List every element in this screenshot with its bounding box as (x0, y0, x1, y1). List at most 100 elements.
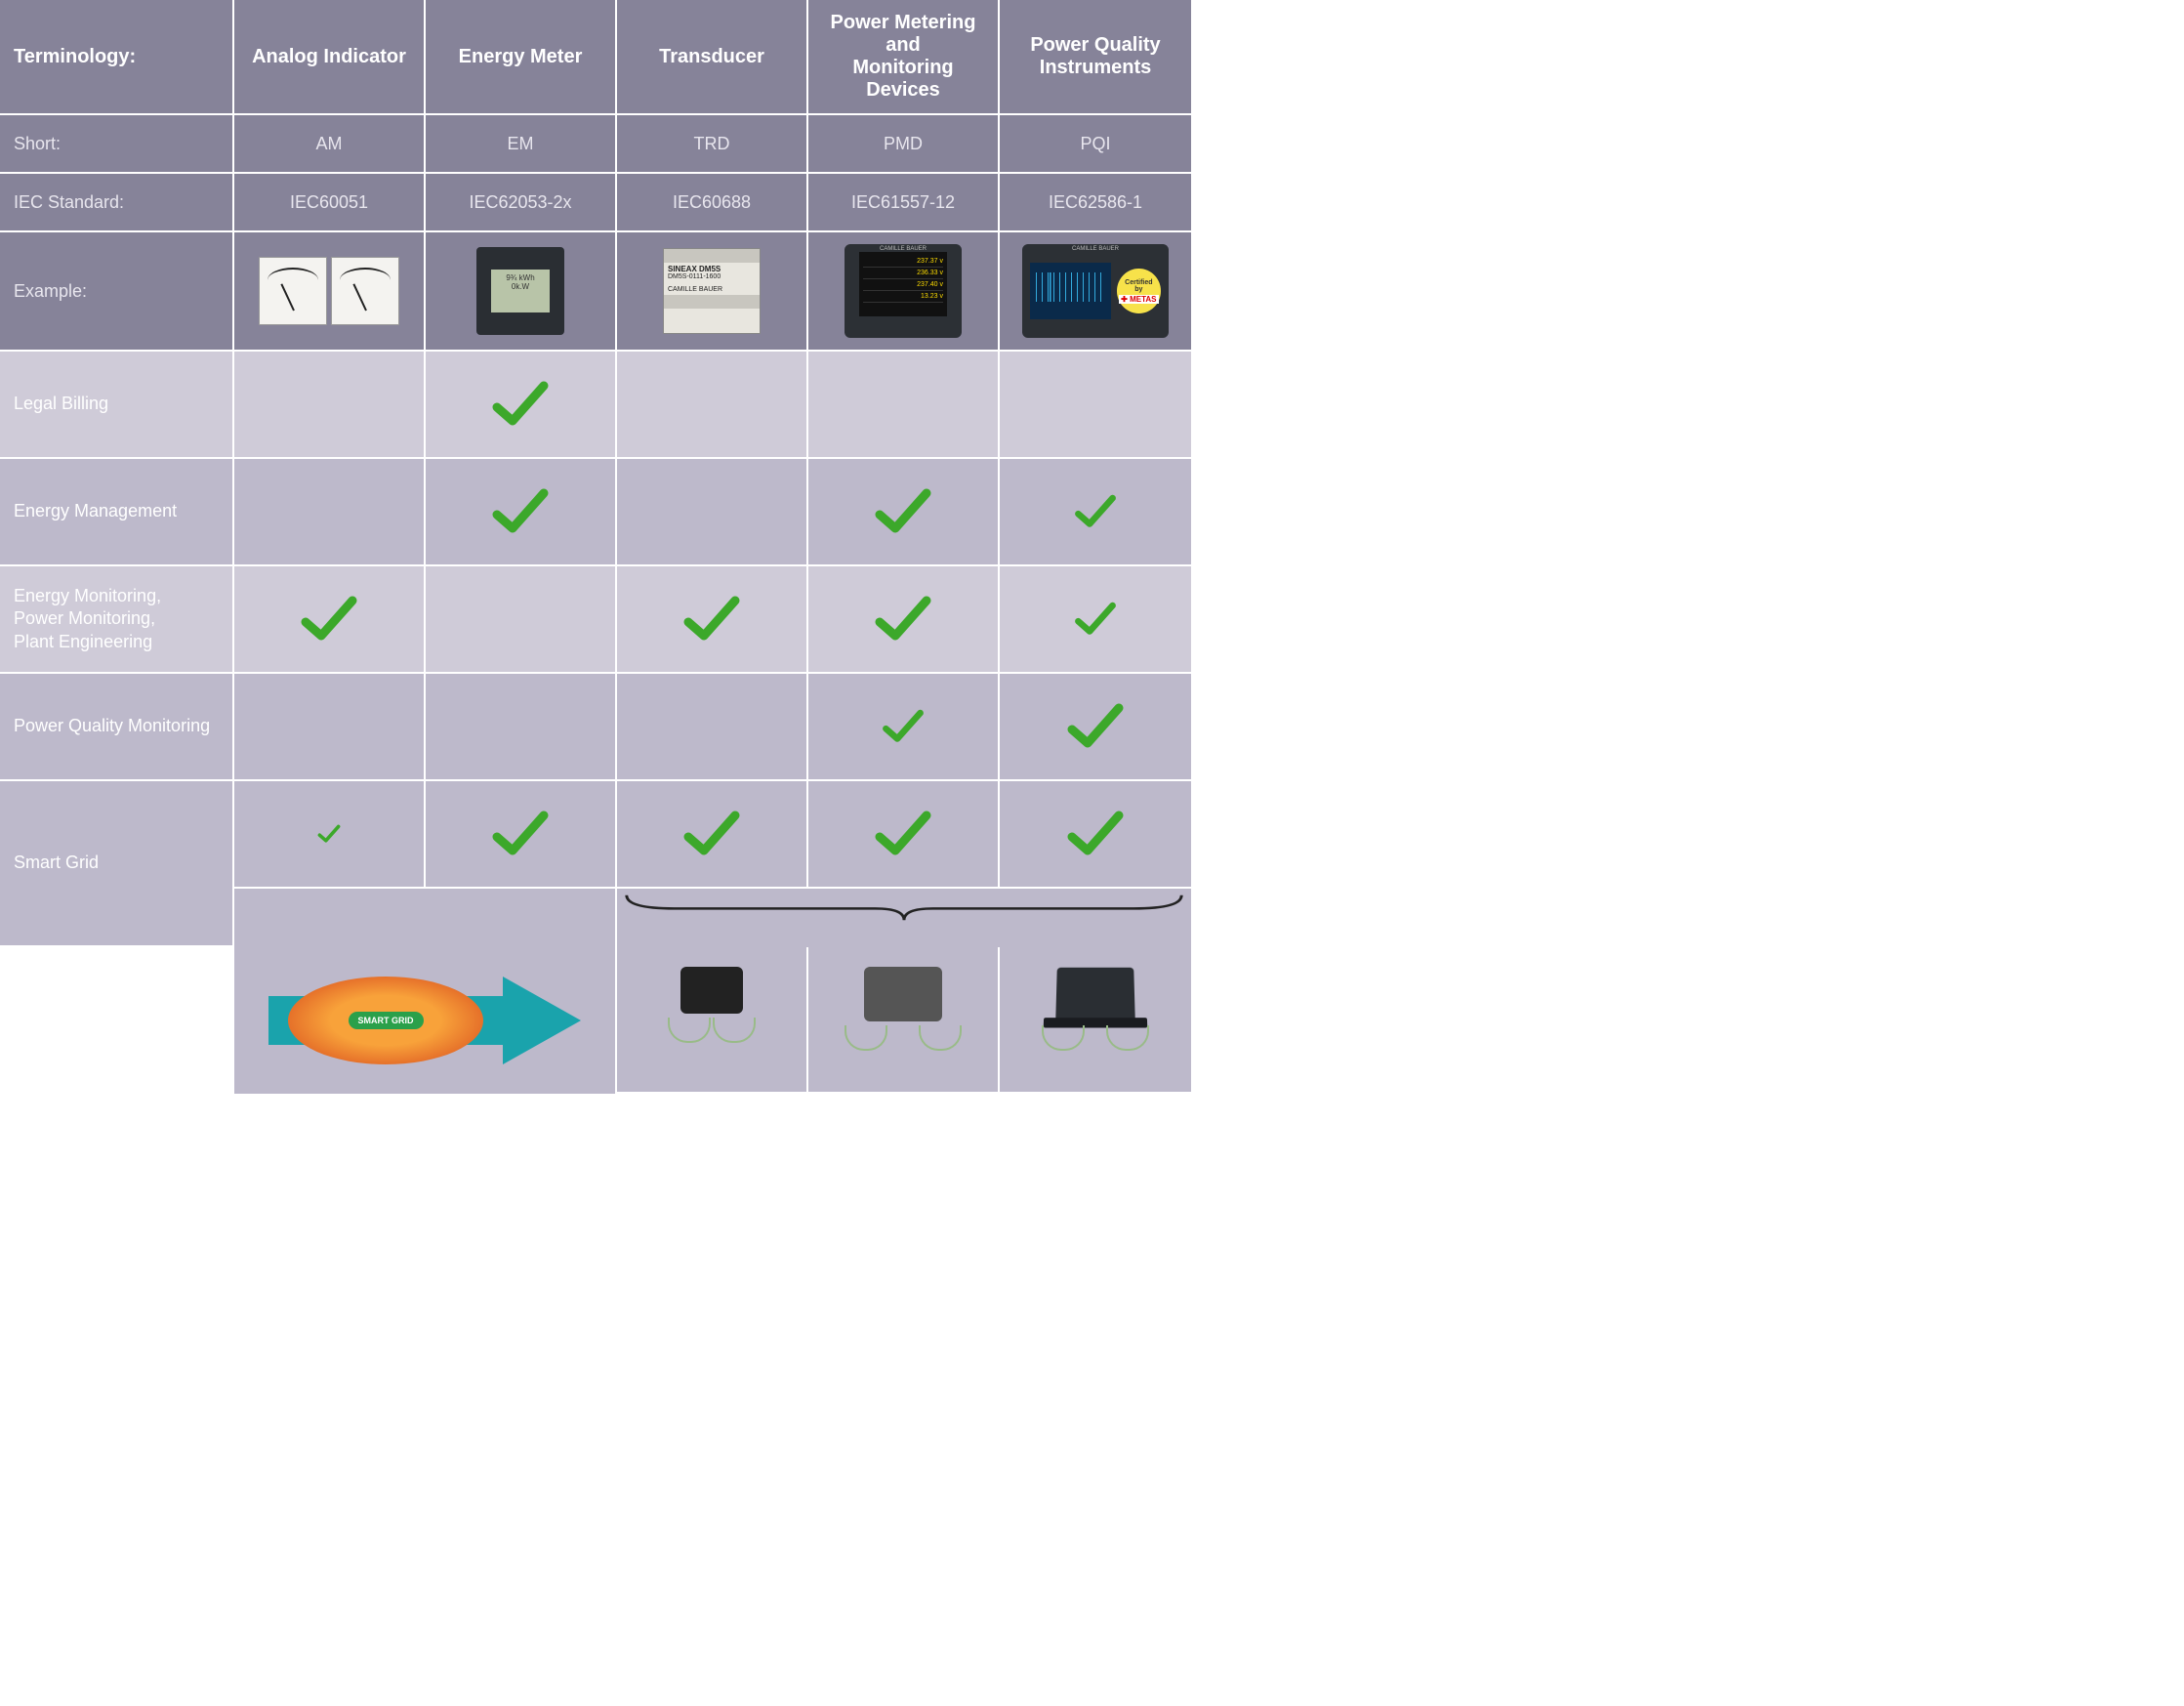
device-case-icon (1055, 968, 1135, 1021)
cell-energy_mgmt-3 (808, 459, 1000, 566)
transducer-device: SINEAX DM5S DM5S-0111-1600 CAMILLE BAUER (663, 248, 761, 334)
iec-2: IEC60688 (617, 174, 808, 232)
col-header-4: Power Quality Instruments (1000, 0, 1191, 115)
check-icon (1074, 601, 1117, 638)
rowlabel-energy_mon: Energy Monitoring, Power Monitoring, Pla… (0, 566, 234, 674)
col-header-0: Analog Indicator (234, 0, 426, 115)
sg-device-pqi (1000, 947, 1191, 1094)
cell-energy_mgmt-1 (426, 459, 617, 566)
cell-energy_mon-3 (808, 566, 1000, 674)
rowlabel-iec: IEC Standard: (0, 174, 234, 232)
check-icon (874, 487, 932, 536)
energy-meter-device: 9¾ kWh 0k.W (476, 247, 564, 335)
rowlabel-terminology: Terminology: (0, 0, 234, 115)
example-trd: SINEAX DM5S DM5S-0111-1600 CAMILLE BAUER (617, 232, 808, 352)
cell-pq_mon-0 (234, 674, 426, 781)
check-icon (874, 810, 932, 858)
smartgrid-oval: SMART GRID (288, 977, 483, 1064)
sg-device-trd (617, 947, 808, 1094)
short-0: AM (234, 115, 426, 174)
label: Energy Management (14, 500, 177, 522)
check-icon (317, 824, 341, 844)
rowlabel-smart-grid: Smart Grid (0, 781, 234, 947)
gauge-icon (331, 257, 399, 325)
sg-check-0 (234, 781, 426, 889)
analog-gauge-pair (259, 257, 399, 325)
comparison-table: Terminology: Analog Indicator Energy Met… (0, 0, 1191, 1094)
brace-icon (617, 889, 1191, 922)
label: Power Quality Monitoring (14, 715, 210, 737)
smartgrid-pill: SMART GRID (349, 1012, 424, 1029)
cell-pq_mon-1 (426, 674, 617, 781)
check-icon (1066, 810, 1125, 858)
cell-legal_billing-4 (1000, 352, 1191, 459)
check-icon (491, 810, 550, 858)
smartgrid-graphic: SMART GRID (234, 947, 617, 1094)
cell-pq_mon-3 (808, 674, 1000, 781)
gauge-icon (259, 257, 327, 325)
check-icon (491, 487, 550, 536)
label: Terminology: (14, 46, 136, 68)
short-4: PQI (1000, 115, 1191, 174)
cell-energy_mgmt-2 (617, 459, 808, 566)
check-icon (491, 380, 550, 429)
em-screen: 9¾ kWh 0k.W (491, 270, 550, 312)
cell-legal_billing-1 (426, 352, 617, 459)
rowlabel-pq_mon: Power Quality Monitoring (0, 674, 234, 781)
pqi-device: CAMILLE BAUER Certified by ✚ METAS (1022, 244, 1169, 338)
rowlabel-legal_billing: Legal Billing (0, 352, 234, 459)
check-icon (682, 810, 741, 858)
metas-badge: Certified by ✚ METAS (1117, 269, 1161, 313)
sg-check-3 (808, 781, 1000, 889)
check-icon (1066, 702, 1125, 751)
iec-0: IEC60051 (234, 174, 426, 232)
check-icon (682, 595, 741, 644)
device-box-icon (680, 967, 743, 1014)
example-analog (234, 232, 426, 352)
short-3: PMD (808, 115, 1000, 174)
wires-icon (668, 1018, 756, 1047)
cell-legal_billing-3 (808, 352, 1000, 459)
smartgrid-arrow: SMART GRID (268, 967, 581, 1074)
device-box-icon (864, 967, 942, 1021)
col-header-2: Transducer (617, 0, 808, 115)
check-icon (1074, 493, 1117, 530)
cell-energy_mon-2 (617, 566, 808, 674)
sg-check-4 (1000, 781, 1191, 889)
cell-pq_mon-4 (1000, 674, 1191, 781)
pmd-device: CAMILLE BAUER 237.37 v 236.33 v 237.40 v… (845, 244, 962, 338)
short-2: TRD (617, 115, 808, 174)
example-pqi: CAMILLE BAUER Certified by ✚ METAS (1000, 232, 1191, 352)
label: Legal Billing (14, 393, 108, 415)
iec-4: IEC62586-1 (1000, 174, 1191, 232)
wires-icon (845, 1025, 962, 1055)
wires-icon (1042, 1025, 1149, 1055)
cell-pq_mon-2 (617, 674, 808, 781)
check-icon (874, 595, 932, 644)
sg-check-2 (617, 781, 808, 889)
cell-energy_mgmt-0 (234, 459, 426, 566)
pqi-screen (1030, 263, 1111, 319)
example-em: 9¾ kWh 0k.W (426, 232, 617, 352)
iec-1: IEC62053-2x (426, 174, 617, 232)
cell-energy_mon-1 (426, 566, 617, 674)
col-header-1: Energy Meter (426, 0, 617, 115)
cell-legal_billing-2 (617, 352, 808, 459)
short-1: EM (426, 115, 617, 174)
rowlabel-short: Short: (0, 115, 234, 174)
pmd-screen: 237.37 v 236.33 v 237.40 v 13.23 v (859, 252, 947, 316)
trd-label: SINEAX DM5S DM5S-0111-1600 CAMILLE BAUER (664, 263, 760, 295)
rowlabel-energy_mgmt: Energy Management (0, 459, 234, 566)
iec-3: IEC61557-12 (808, 174, 1000, 232)
brace (617, 889, 1191, 947)
portable-device-1 (668, 967, 756, 1047)
label: Energy Monitoring, Power Monitoring, Pla… (14, 585, 161, 653)
rowlabel-example: Example: (0, 232, 234, 352)
cell-energy_mon-4 (1000, 566, 1191, 674)
cell-energy_mon-0 (234, 566, 426, 674)
check-icon (882, 708, 925, 745)
sg-check-1 (426, 781, 617, 889)
cell-energy_mgmt-4 (1000, 459, 1191, 566)
col-header-3: Power Metering and Monitoring Devices (808, 0, 1000, 115)
brace-spacer (234, 889, 617, 947)
